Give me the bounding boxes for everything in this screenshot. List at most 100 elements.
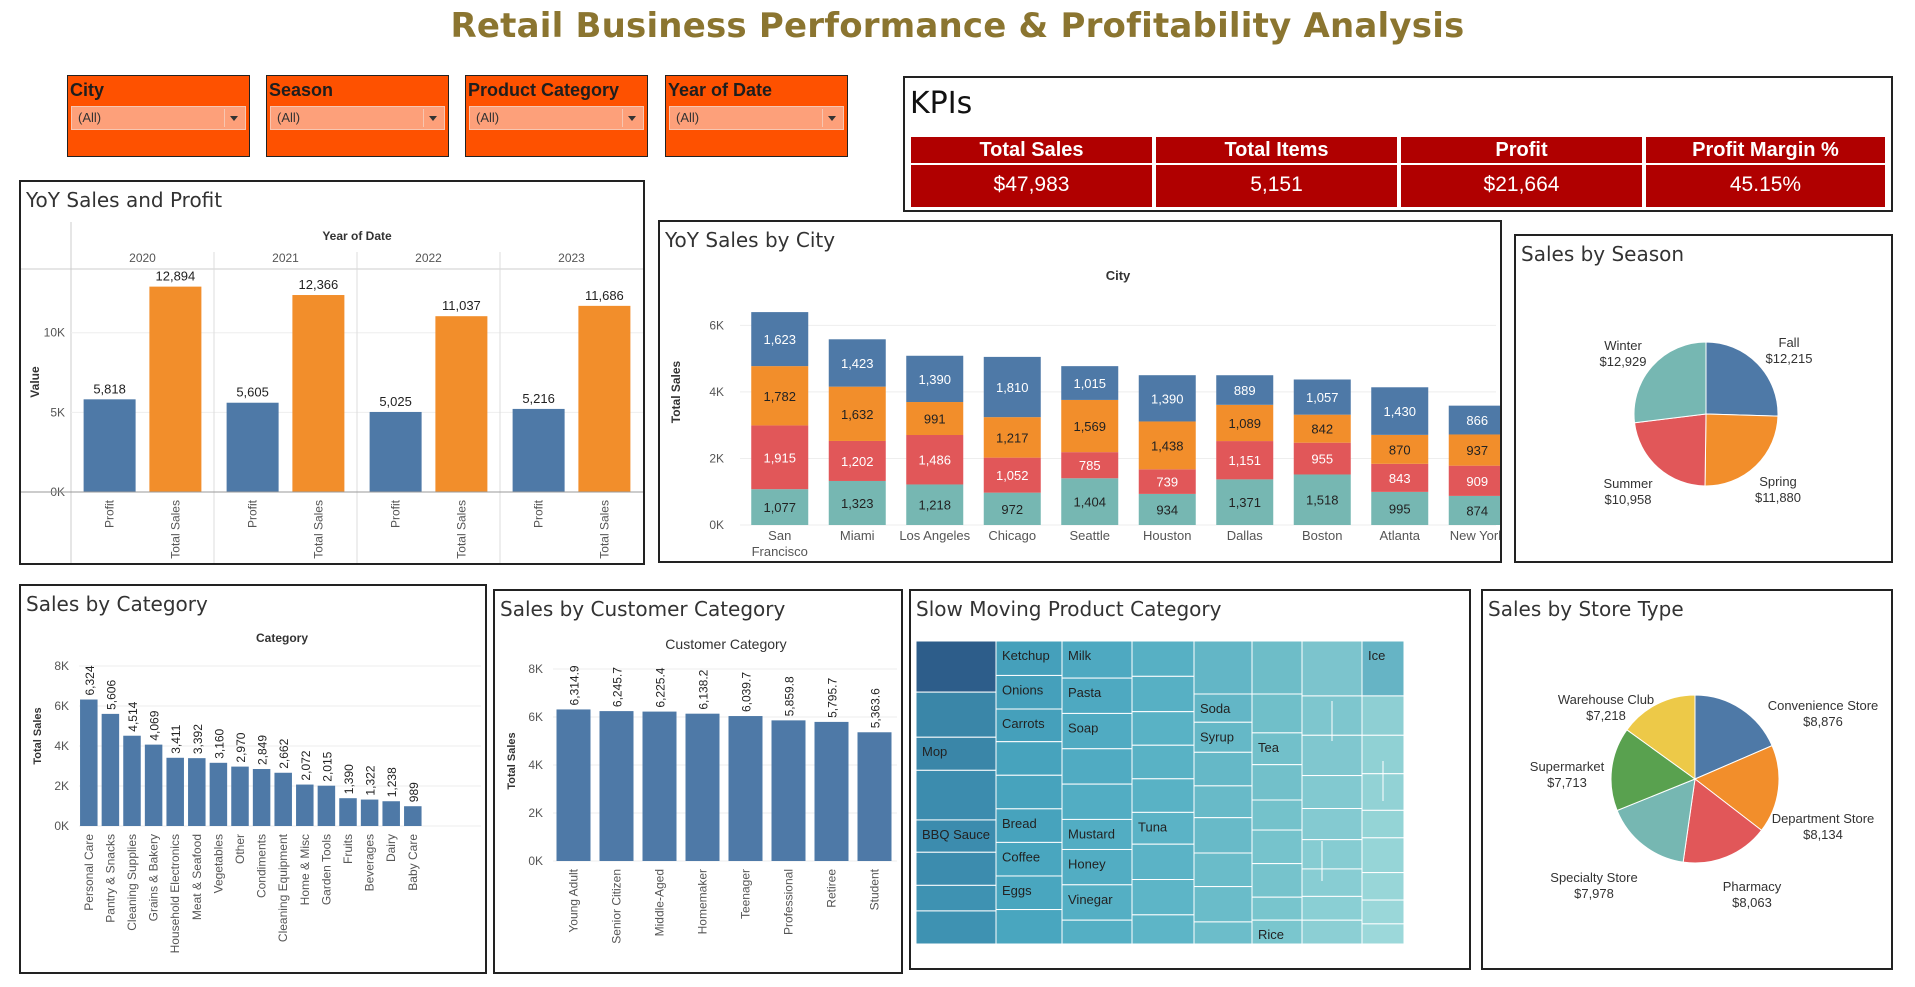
bar: [556, 709, 591, 861]
panel-sales-by-season: Sales by Season Fall $12,215 Spring $11,880…: [1514, 234, 1893, 563]
treemap-cell: [1193, 785, 1253, 819]
filter-year-of-date[interactable]: Year of Date (All): [665, 75, 848, 157]
x-tick-label: Total Sales: [454, 500, 468, 559]
kpi-label: Profit: [1401, 139, 1642, 165]
bar-segment: [751, 366, 809, 426]
x-tick-label: Student: [868, 868, 882, 910]
treemap-cell: [1301, 895, 1363, 921]
bar-segment: [751, 489, 809, 525]
bar-segment: [983, 417, 1041, 458]
treemap-label: Carrots: [1002, 716, 1045, 731]
treemap-cell: [1361, 899, 1405, 925]
treemap-cell: [1301, 808, 1363, 841]
chevron-down-icon[interactable]: [822, 109, 841, 127]
y-tick-label: 6K: [709, 318, 724, 332]
x-tick-label: Household Electronics: [168, 834, 182, 953]
filter-dropdown[interactable]: (All): [270, 106, 445, 130]
data-label: 1,089: [1228, 416, 1261, 431]
bar-segment: [1448, 434, 1500, 466]
bar-segment: [1293, 379, 1351, 415]
bar: [252, 769, 271, 826]
chevron-down-icon[interactable]: [622, 109, 641, 127]
slice-value: $11,880: [1755, 490, 1801, 505]
treemap-label: Tea: [1258, 740, 1280, 755]
treemap-cell: [1361, 695, 1405, 736]
data-label: 6,314.9: [568, 665, 582, 705]
bar: [226, 402, 279, 492]
chevron-down-icon[interactable]: [423, 109, 442, 127]
filter-dropdown[interactable]: (All): [669, 106, 844, 130]
bar: [149, 286, 202, 492]
bar: [578, 305, 631, 492]
page-title: Retail Business Performance & Profitabil…: [450, 6, 1465, 46]
data-label: 889: [1234, 383, 1256, 398]
data-label: 989: [407, 782, 421, 802]
treemap-label: Eggs: [1002, 883, 1032, 898]
data-label: 937: [1466, 443, 1488, 458]
bar-segment: [906, 435, 964, 485]
panel-title: Sales by Store Type: [1488, 597, 1684, 621]
panel-title: Slow Moving Product Category: [916, 597, 1222, 621]
kpi-value: $47,983: [993, 173, 1070, 196]
slice-value: $10,958: [1605, 492, 1652, 507]
slice-value: $12,929: [1600, 354, 1647, 369]
treemap-cell: [1131, 811, 1195, 845]
filter-dropdown[interactable]: (All): [469, 106, 644, 130]
data-label: 934: [1156, 502, 1178, 517]
bar: [857, 732, 892, 861]
data-label: 1,202: [841, 454, 874, 469]
y-tick-label: 10K: [44, 326, 65, 340]
x-tick-label: Total Sales: [168, 500, 182, 559]
filter-season[interactable]: Season (All): [266, 75, 449, 157]
filter-value: (All): [78, 110, 102, 125]
data-label: 12,366: [299, 277, 339, 292]
kpi-profit: Profit $21,664: [1399, 135, 1644, 209]
treemap-cell: [1361, 923, 1405, 945]
kpi-panel: KPIs Total Sales $47,983 Total Items 5,1…: [903, 76, 1893, 212]
x-tick-label: Boston: [1302, 528, 1342, 543]
treemap-cell: [1251, 863, 1303, 898]
yoy-chart: Year of Date0K5K10KValue20205,818Profit1…: [21, 222, 643, 563]
filter-product-category[interactable]: Product Category (All): [465, 75, 648, 157]
filter-city[interactable]: City (All): [67, 75, 250, 157]
data-label: 1,430: [1383, 404, 1416, 419]
data-label: 1,486: [918, 453, 951, 468]
treemap-label: BBQ Sauce: [922, 827, 990, 842]
filter-value: (All): [277, 110, 301, 125]
treemap-cell: [995, 909, 1063, 945]
x-tick-label: Personal Care: [82, 834, 96, 911]
treemap-cell: [1301, 640, 1363, 697]
x-tick-label: Los Angeles: [899, 528, 970, 543]
treemap-cell: [1361, 640, 1405, 697]
x-tick-label: Retiree: [825, 869, 839, 908]
filter-dropdown[interactable]: (All): [71, 106, 246, 130]
data-label: 870: [1389, 442, 1411, 457]
chevron-down-icon[interactable]: [224, 109, 243, 127]
treemap-cell: [1061, 640, 1133, 679]
customer-chart: Customer Category 0K 2K 4K 6K 8K Total Sales 6,…: [506, 636, 897, 944]
slice-label: Warehouse Club: [1558, 692, 1654, 707]
bar-segment: [828, 339, 886, 387]
treemap-cell: [995, 774, 1063, 810]
bar-segment: [1448, 465, 1500, 496]
data-label: 3,392: [191, 724, 205, 754]
treemap-cell: [1131, 640, 1195, 677]
kpi-total-items: Total Items 5,151: [1154, 135, 1399, 209]
data-label: 3,160: [212, 728, 226, 758]
data-label: 5,818: [93, 381, 126, 396]
data-label: 5,605: [236, 385, 269, 400]
bar: [771, 720, 806, 861]
bar: [209, 762, 228, 826]
bar-segment: [1371, 491, 1429, 525]
bar-segment: [1293, 474, 1351, 525]
data-label: 11,037: [442, 298, 481, 313]
slice-label: Department Store: [1772, 811, 1875, 826]
bar-segment: [1448, 495, 1500, 525]
data-label: 1,077: [763, 500, 796, 515]
bar: [599, 711, 634, 861]
filter-label: City: [70, 80, 105, 100]
data-label: 1,052: [996, 468, 1029, 483]
treemap-cell: [1301, 775, 1363, 810]
x-tick-label: Seattle: [1070, 528, 1110, 543]
filter-label: Product Category: [468, 80, 620, 100]
